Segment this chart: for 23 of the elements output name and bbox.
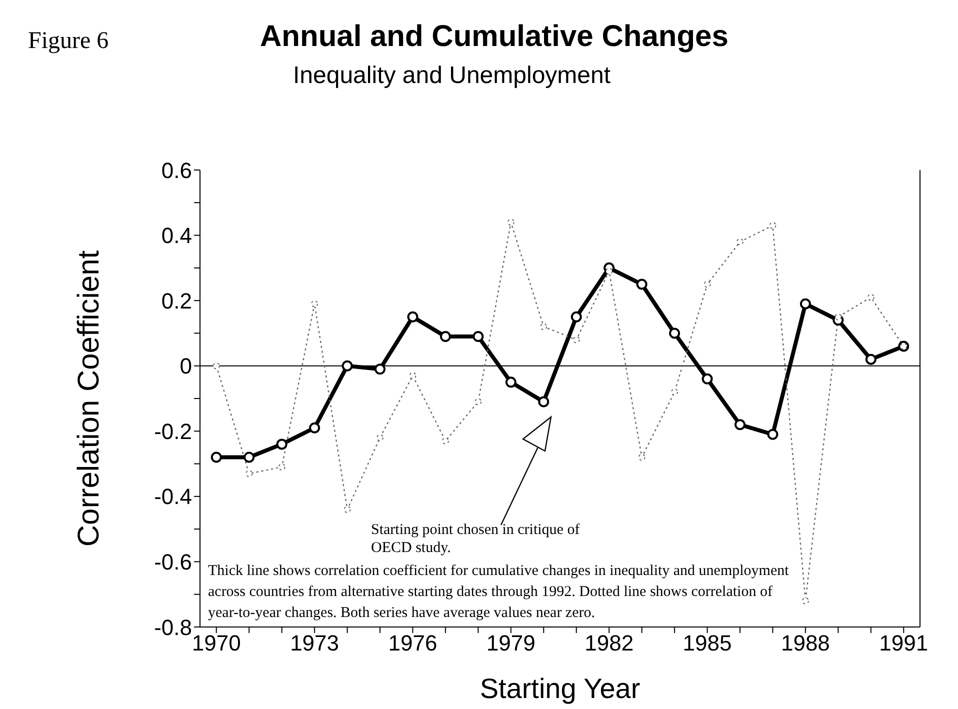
annotation: Thick line shows correlation coefficient for cumulative changes in inequality and unemployment across countries from alternative starting dates through 1992. Dotted line shows correlation of year-to-year changes. Both series have average values near zero.	[208, 562, 790, 623]
x-tick-label: 1973	[290, 630, 340, 656]
x-tick-label: 1985	[682, 630, 732, 656]
y-axis-title: Correlation Coefficient	[72, 250, 106, 547]
y-tick-label: -0.2	[154, 418, 192, 444]
x-tick-label: 1970	[192, 630, 241, 656]
x-tick-label: 1991	[879, 630, 928, 656]
x-tick-label: 1988	[780, 630, 830, 656]
y-tick-label: 0.6	[161, 158, 192, 183]
x-axis-title: Starting Year	[480, 673, 640, 704]
chart-subtitle: Inequality and Unemployment	[293, 62, 611, 90]
x-tick-label: 1982	[584, 630, 634, 656]
caption: Figure 6	[28, 28, 109, 55]
annotation: Starting point chosen in critique of OECD study.	[371, 521, 581, 557]
y-tick-label: 0	[180, 354, 192, 379]
chart-title: Annual and Cumulative Changes	[260, 20, 728, 54]
y-tick-label: -0.4	[154, 484, 192, 510]
y-tick-label: 0.2	[161, 288, 192, 314]
x-tick-label: 1979	[486, 630, 536, 656]
y-tick-label: 0.4	[161, 223, 192, 248]
y-tick-label: -0.6	[154, 550, 192, 575]
x-tick-label: 1976	[388, 630, 438, 656]
y-tick-label: -0.8	[154, 614, 192, 640]
